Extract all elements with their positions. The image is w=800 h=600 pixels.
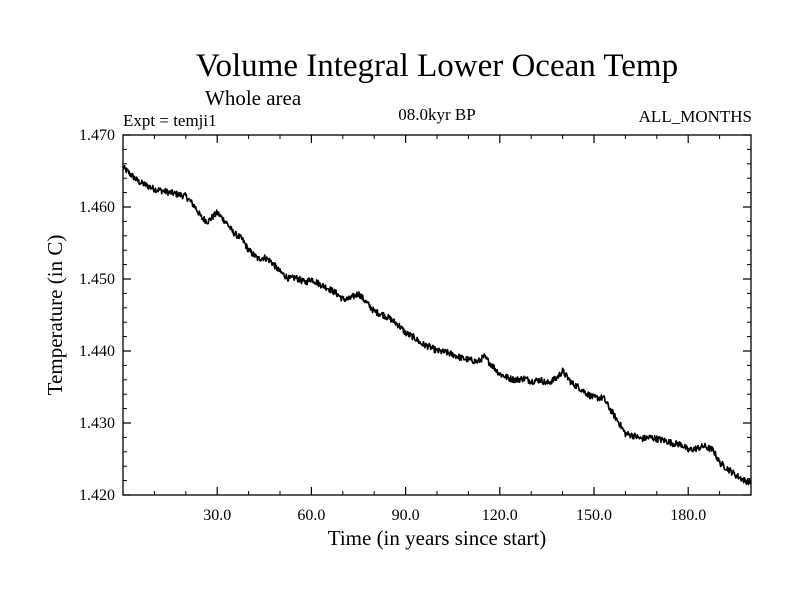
y-tick-label: 1.430: [79, 415, 115, 432]
x-tick-label: 60.0: [297, 507, 325, 524]
period-label: 08.0kyr BP: [398, 105, 475, 124]
x-axis: 30.0 60.0 90.0 120.0 150.0 180.0: [153, 135, 721, 524]
x-tick-label: 180.0: [670, 507, 706, 524]
x-tick-label: 120.0: [482, 507, 518, 524]
chart-title: Volume Integral Lower Ocean Temp: [196, 48, 678, 84]
experiment-label: Expt = temji1: [123, 111, 217, 130]
y-tick-label: 1.420: [79, 487, 115, 504]
months-label: ALL_MONTHS: [639, 107, 752, 126]
y-tick-label: 1.450: [79, 271, 115, 288]
series-line-temji1: [122, 164, 752, 486]
y-tick-label: 1.470: [79, 127, 115, 144]
y-axis-label: Temperature (in C): [43, 235, 67, 396]
x-tick-label: 90.0: [392, 507, 420, 524]
x-axis-label: Time (in years since start): [328, 526, 547, 550]
x-tick-label: 30.0: [203, 507, 231, 524]
x-tick-label: 150.0: [576, 507, 612, 524]
y-tick-label: 1.460: [79, 199, 115, 216]
y-axis: 1.420 1.430 1.440 1.450 1.460 1.470: [79, 127, 751, 504]
y-tick-label: 1.440: [79, 343, 115, 360]
chart-subtitle: Whole area: [205, 86, 302, 110]
